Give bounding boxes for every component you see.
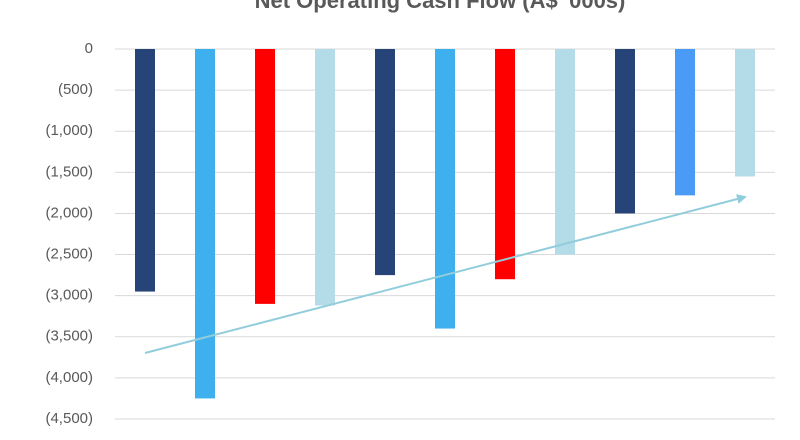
bar [555,49,575,255]
bar [435,49,455,329]
trend-arrow [144,194,747,354]
y-tick-label: (500) [58,81,93,98]
bar [255,49,275,304]
bars [135,49,755,399]
y-tick-label: (1,000) [45,122,93,139]
bar [615,49,635,214]
bar [495,49,515,280]
bar [315,49,335,306]
bar [375,49,395,276]
y-tick-label: (3,000) [45,287,93,304]
bar [135,49,155,292]
bar [195,49,215,399]
y-tick-label: (1,500) [45,163,93,180]
y-tick-label: (2,500) [45,246,93,263]
y-tick-label: (4,000) [45,369,93,386]
y-tick-label: (2,000) [45,204,93,221]
y-tick-label: (4,500) [45,410,93,427]
bar [675,49,695,196]
y-tick-label: (3,500) [45,328,93,345]
y-tick-label: 0 [85,40,93,57]
chart-title: Net Operating Cash Flow (A$ '000s) [255,0,626,13]
bar [735,49,755,177]
